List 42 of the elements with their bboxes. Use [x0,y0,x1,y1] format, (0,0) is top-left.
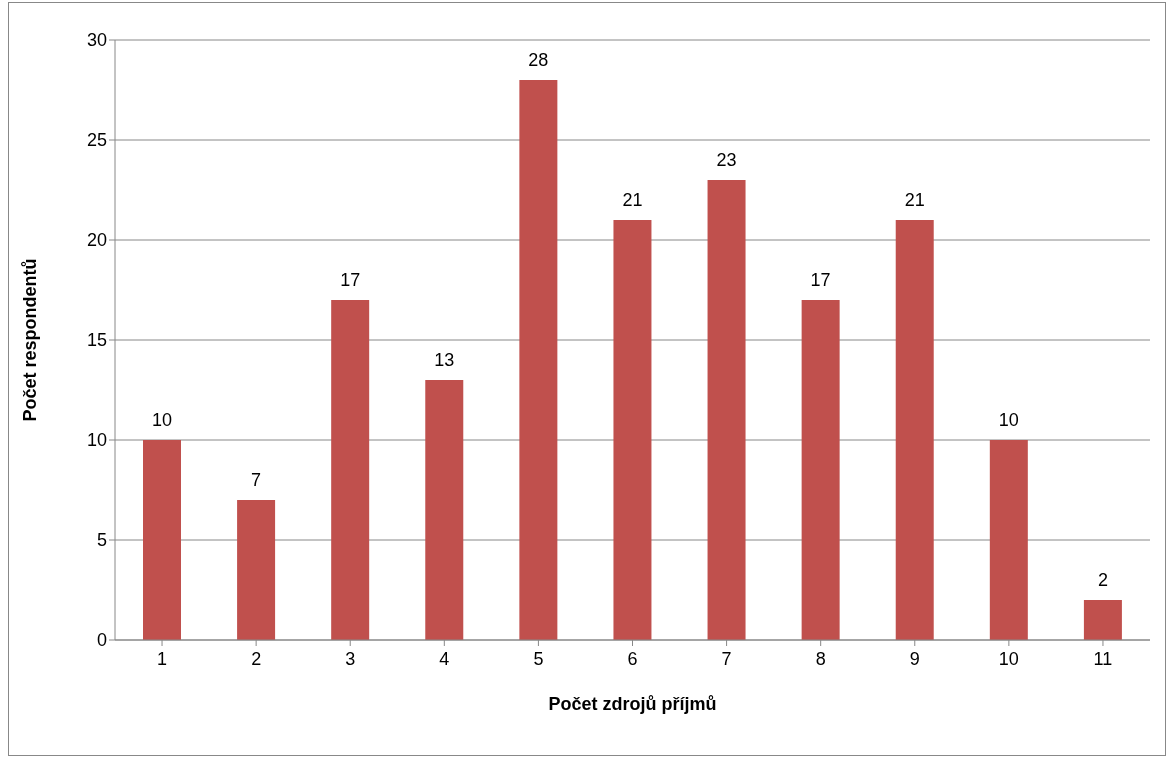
x-tick-label: 9 [909,648,920,669]
data-label: 10 [998,410,1019,430]
bar [895,220,934,640]
y-tick-label: 10 [86,430,107,451]
data-label: 17 [810,270,831,290]
x-tick-label: 8 [815,648,826,669]
bar [1083,600,1122,640]
x-tick-label: 5 [533,648,544,669]
data-label: 23 [716,150,737,170]
x-tick-label: 6 [627,648,638,669]
y-tick-label: 5 [96,530,107,551]
data-label: 17 [340,270,361,290]
data-label: 21 [904,190,925,210]
x-axis-title: Počet zdrojů příjmů [548,694,717,714]
x-tick-label: 4 [439,648,450,669]
x-tick-label: 7 [721,648,732,669]
x-tick-label: 11 [1093,648,1113,669]
bar [143,440,181,640]
y-tick-label: 25 [86,130,107,151]
data-label: 21 [622,190,643,210]
data-label: 10 [151,410,173,430]
data-label: 28 [528,50,549,70]
y-tick-label: 0 [96,630,107,651]
bar [237,500,276,640]
y-tick-label: 30 [86,30,107,51]
bar [707,180,746,640]
x-tick-label: 1 [157,648,168,669]
data-label: 13 [434,350,455,370]
bar [989,440,1028,640]
y-axis-title: Počet respondentů [20,258,41,422]
y-tick-label: 15 [86,330,107,351]
data-label: 7 [251,470,262,490]
x-tick-label: 3 [345,648,356,669]
x-tick-label: 2 [251,648,262,669]
y-tick-label: 20 [86,230,107,251]
data-label: 2 [1097,570,1108,590]
bar [425,380,464,640]
bar [331,300,370,640]
bar [519,80,558,640]
bar [613,220,652,640]
bar [801,300,840,640]
x-tick-label: 10 [998,648,1019,669]
